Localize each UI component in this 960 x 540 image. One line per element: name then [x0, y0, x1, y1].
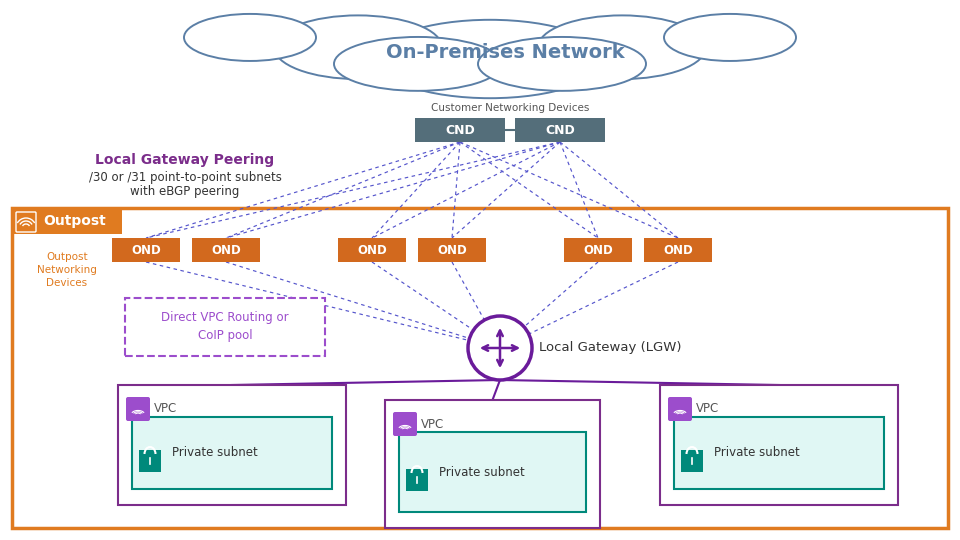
FancyBboxPatch shape [681, 450, 703, 472]
FancyBboxPatch shape [406, 469, 428, 491]
FancyBboxPatch shape [139, 450, 161, 472]
FancyBboxPatch shape [668, 397, 692, 421]
FancyBboxPatch shape [644, 238, 712, 262]
Text: OND: OND [663, 244, 693, 256]
FancyBboxPatch shape [16, 212, 36, 232]
FancyBboxPatch shape [338, 238, 406, 262]
Circle shape [468, 316, 532, 380]
Text: OND: OND [437, 244, 467, 256]
FancyBboxPatch shape [192, 238, 260, 262]
Text: Private subnet: Private subnet [439, 465, 525, 478]
FancyBboxPatch shape [132, 417, 332, 489]
Text: OND: OND [583, 244, 612, 256]
Text: CoIP pool: CoIP pool [198, 329, 252, 342]
Text: OND: OND [132, 244, 161, 256]
FancyBboxPatch shape [515, 118, 605, 142]
Text: VPC: VPC [696, 402, 719, 415]
Text: OND: OND [211, 244, 241, 256]
Text: with eBGP peering: with eBGP peering [131, 186, 240, 199]
FancyBboxPatch shape [674, 417, 884, 489]
Text: CND: CND [545, 124, 575, 137]
FancyBboxPatch shape [12, 208, 948, 528]
Text: CND: CND [445, 124, 475, 137]
Ellipse shape [274, 15, 442, 79]
Text: Private subnet: Private subnet [714, 447, 800, 460]
Ellipse shape [334, 37, 502, 91]
Ellipse shape [184, 14, 316, 61]
FancyBboxPatch shape [126, 397, 150, 421]
FancyBboxPatch shape [418, 238, 486, 262]
FancyBboxPatch shape [415, 118, 505, 142]
Text: Local Gateway (LGW): Local Gateway (LGW) [539, 341, 682, 354]
Text: Customer Networking Devices: Customer Networking Devices [431, 103, 589, 113]
FancyBboxPatch shape [118, 385, 346, 505]
Ellipse shape [538, 15, 706, 79]
Ellipse shape [376, 20, 604, 98]
Text: Direct VPC Routing or: Direct VPC Routing or [161, 312, 289, 325]
FancyBboxPatch shape [385, 400, 600, 528]
Text: /30 or /31 point-to-point subnets: /30 or /31 point-to-point subnets [88, 172, 281, 185]
Text: OND: OND [357, 244, 387, 256]
Text: Private subnet: Private subnet [172, 447, 257, 460]
FancyBboxPatch shape [393, 412, 417, 436]
FancyBboxPatch shape [125, 298, 325, 356]
FancyBboxPatch shape [564, 238, 632, 262]
FancyBboxPatch shape [112, 238, 180, 262]
Ellipse shape [664, 14, 796, 61]
FancyBboxPatch shape [660, 385, 898, 505]
Text: VPC: VPC [421, 417, 444, 430]
Text: On-Premises Network: On-Premises Network [386, 43, 624, 62]
FancyBboxPatch shape [399, 432, 586, 512]
Text: Outpost: Outpost [43, 214, 107, 228]
Text: VPC: VPC [154, 402, 178, 415]
Text: Local Gateway Peering: Local Gateway Peering [95, 153, 275, 167]
FancyBboxPatch shape [12, 208, 122, 234]
Ellipse shape [478, 37, 646, 91]
Text: Outpost
Networking
Devices: Outpost Networking Devices [37, 252, 97, 288]
